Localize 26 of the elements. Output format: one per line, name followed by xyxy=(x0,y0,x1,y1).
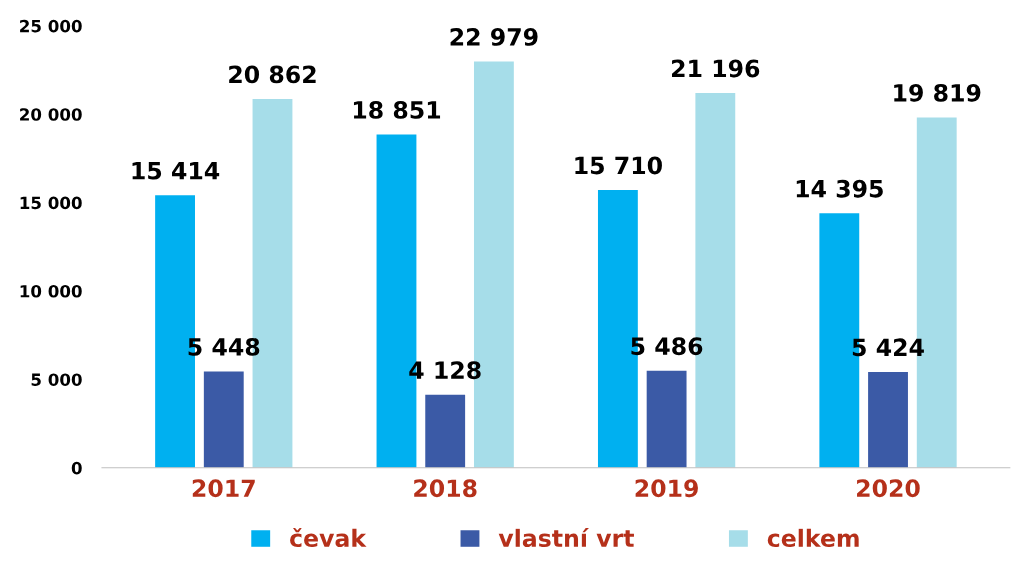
data-label: 5 448 xyxy=(188,337,260,356)
bar xyxy=(425,394,466,468)
data-label: 18 851 xyxy=(353,100,441,119)
x-tick-label: 2019 xyxy=(635,479,698,498)
data-label: 21 196 xyxy=(672,59,760,78)
data-label: 20 862 xyxy=(229,65,316,84)
bar xyxy=(868,371,908,468)
legend-label: celkem xyxy=(767,528,859,548)
y-tick-label: 5 000 xyxy=(31,373,82,386)
x-tick-label: 2017 xyxy=(192,479,255,498)
x-tick-label: 2020 xyxy=(857,479,920,498)
bar xyxy=(203,371,244,468)
y-tick-label: 20 000 xyxy=(20,108,82,121)
y-tick-label: 0 xyxy=(71,461,82,475)
data-label: 15 710 xyxy=(575,156,662,175)
y-tick-label: 25 000 xyxy=(20,19,82,33)
legend-label: vlastní vrt xyxy=(498,527,634,548)
legend-label: čevak xyxy=(290,527,367,548)
y-tick-label: 15 000 xyxy=(20,196,82,210)
y-tick-label: 10 000 xyxy=(20,284,82,298)
x-tick-label: 2018 xyxy=(414,479,477,498)
data-label: 22 979 xyxy=(450,28,538,46)
data-label: 19 819 xyxy=(894,83,981,102)
data-label: 15 414 xyxy=(132,162,220,180)
data-label: 14 395 xyxy=(796,179,883,198)
bar xyxy=(646,370,687,468)
